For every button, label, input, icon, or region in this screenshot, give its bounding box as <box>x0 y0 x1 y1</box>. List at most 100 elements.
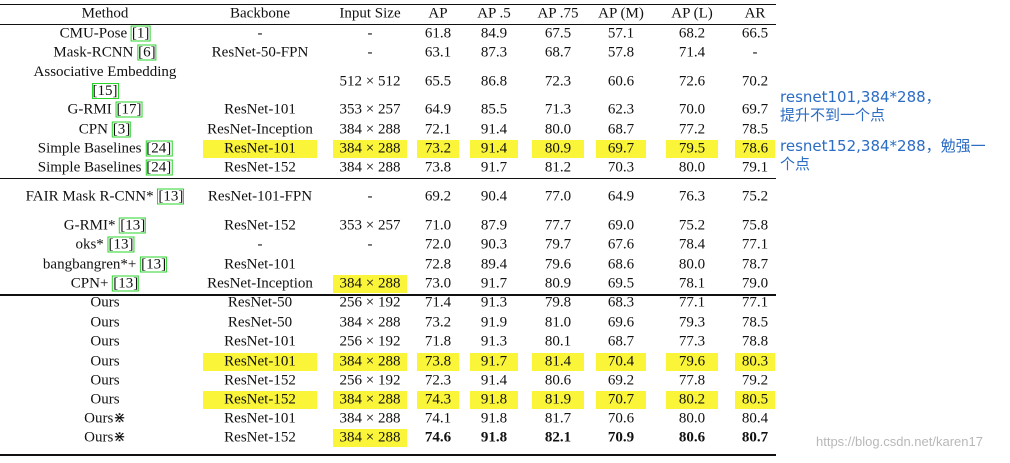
input-cell: 384 × 288 <box>339 159 401 176</box>
citation-link[interactable]: [13] <box>119 217 147 234</box>
apl-cell: 75.2 <box>678 217 706 234</box>
apl-cell: 80.0 <box>678 159 706 176</box>
backbone-cell: ResNet-101 <box>224 256 296 273</box>
apl-cell: 77.3 <box>678 333 706 350</box>
citation-link[interactable]: [13] <box>140 256 168 273</box>
ap75-cell: 80.1 <box>544 333 572 350</box>
ap75-cell: 81.7 <box>544 410 572 427</box>
citation-link[interactable]: [3] <box>111 121 132 138</box>
apm-cell: 68.7 <box>607 121 635 138</box>
ap-cell: 73.2 <box>424 140 452 157</box>
ap75-cell: 80.9 <box>544 275 572 292</box>
input-cell: - <box>367 236 373 253</box>
backbone-cell: ResNet-101-FPN <box>207 188 313 205</box>
cell-highlight <box>735 140 775 158</box>
input-cell: 256 × 192 <box>339 372 401 389</box>
apm-cell: 70.7 <box>607 391 635 408</box>
apm-cell: 62.3 <box>607 101 635 118</box>
input-cell: 384 × 288 <box>339 121 401 138</box>
ap-cell: 71.8 <box>424 333 452 350</box>
ap75-cell: 81.0 <box>544 314 572 331</box>
citation-link[interactable]: [24] <box>145 159 173 176</box>
cell-highlight <box>596 140 646 158</box>
ar-cell: 75.2 <box>741 188 769 205</box>
column-header: Method <box>81 5 129 22</box>
ar-cell: 78.5 <box>741 121 769 138</box>
citation-link[interactable]: [13] <box>107 236 135 253</box>
column-header: Input Size <box>339 5 401 22</box>
ar-cell: 78.8 <box>741 333 769 350</box>
cell-highlight <box>417 353 459 371</box>
backbone-cell: ResNet-50-FPN <box>211 44 309 61</box>
results-table: Method Backbone Input Size AP AP .5 AP .75 AP … <box>0 4 776 456</box>
backbone-cell: ResNet-152 <box>224 217 296 234</box>
ap50-cell: 91.4 <box>480 121 508 138</box>
apl-cell: 80.0 <box>678 256 706 273</box>
input-cell: 384 × 288 <box>339 275 401 292</box>
ap50-cell: 91.7 <box>480 159 508 176</box>
input-cell: 384 × 288 <box>339 314 401 331</box>
input-cell: 384 × 288 <box>339 429 401 446</box>
apl-cell: 76.3 <box>678 188 706 205</box>
input-cell: 384 × 288 <box>339 391 401 408</box>
ap75-cell: 80.9 <box>544 140 572 157</box>
method-cell: G-RMI* [13] <box>63 217 147 234</box>
citation-link[interactable]: [13] <box>112 275 140 292</box>
cell-highlight <box>666 391 718 409</box>
ap-cell: 69.2 <box>424 188 452 205</box>
citation-link[interactable]: [17] <box>115 101 143 118</box>
citation-link[interactable]: [24] <box>145 140 173 157</box>
ap-cell: 73.2 <box>424 314 452 331</box>
ap50-cell: 89.4 <box>480 256 508 273</box>
method-cell: Ours <box>90 314 120 331</box>
citation-link[interactable]: [1] <box>130 25 151 42</box>
backbone-cell: ResNet-101 <box>224 140 296 157</box>
cell-highlight <box>203 353 317 371</box>
method-cell: Ours <box>90 391 120 408</box>
ap-cell: 72.3 <box>424 372 452 389</box>
method-cell: FAIR Mask R-CNN* [13] <box>25 188 185 205</box>
ap75-cell: 79.7 <box>544 236 572 253</box>
ap-cell: 73.8 <box>424 159 452 176</box>
ar-cell: 79.2 <box>741 372 769 389</box>
table-rule <box>0 24 776 25</box>
ap75-cell: 80.6 <box>544 372 572 389</box>
ap50-cell: 91.7 <box>480 353 508 370</box>
apl-cell: 71.4 <box>678 44 706 61</box>
ar-cell: 79.0 <box>741 275 769 292</box>
annotation-resnet152: resnet152,384*288，勉强一 个点 <box>780 137 986 173</box>
apm-cell: 60.6 <box>607 73 635 90</box>
ap-cell: 71.4 <box>424 294 452 311</box>
ap50-cell: 91.7 <box>480 275 508 292</box>
cell-highlight <box>333 140 407 158</box>
ap-cell: 64.9 <box>424 101 452 118</box>
citation-link[interactable]: [6] <box>137 44 157 61</box>
ap-cell: 63.1 <box>424 44 452 61</box>
method-cell: G-RMI [17] <box>67 101 143 118</box>
ap75-cell: 79.8 <box>544 294 572 311</box>
table-rule <box>0 4 776 5</box>
column-header: AP (L) <box>671 5 713 22</box>
backbone-cell: ResNet-152 <box>224 391 296 408</box>
input-cell: 384 × 288 <box>339 353 401 370</box>
ap75-cell: 77.0 <box>544 188 572 205</box>
backbone-cell: - <box>257 25 263 42</box>
ap-cell: 73.0 <box>424 275 452 292</box>
ap50-cell: 91.8 <box>480 429 508 446</box>
cell-highlight <box>470 391 518 409</box>
apm-cell: 69.7 <box>607 140 635 157</box>
apl-cell: 80.2 <box>678 391 706 408</box>
backbone-cell: ResNet-152 <box>224 429 296 446</box>
citation-link[interactable]: [13] <box>157 188 185 205</box>
ap50-cell: 87.3 <box>480 44 508 61</box>
input-cell: 384 × 288 <box>339 140 401 157</box>
ap50-cell: 87.9 <box>480 217 508 234</box>
backbone-cell: - <box>257 236 263 253</box>
column-header: AP <box>428 5 448 22</box>
cell-highlight <box>532 140 584 158</box>
method-cell: Associative Embedding [15] <box>33 64 177 99</box>
ap75-cell: 80.0 <box>544 121 572 138</box>
citation-link[interactable]: [15] <box>91 83 119 99</box>
input-cell: 256 × 192 <box>339 294 401 311</box>
cell-highlight <box>596 353 646 371</box>
